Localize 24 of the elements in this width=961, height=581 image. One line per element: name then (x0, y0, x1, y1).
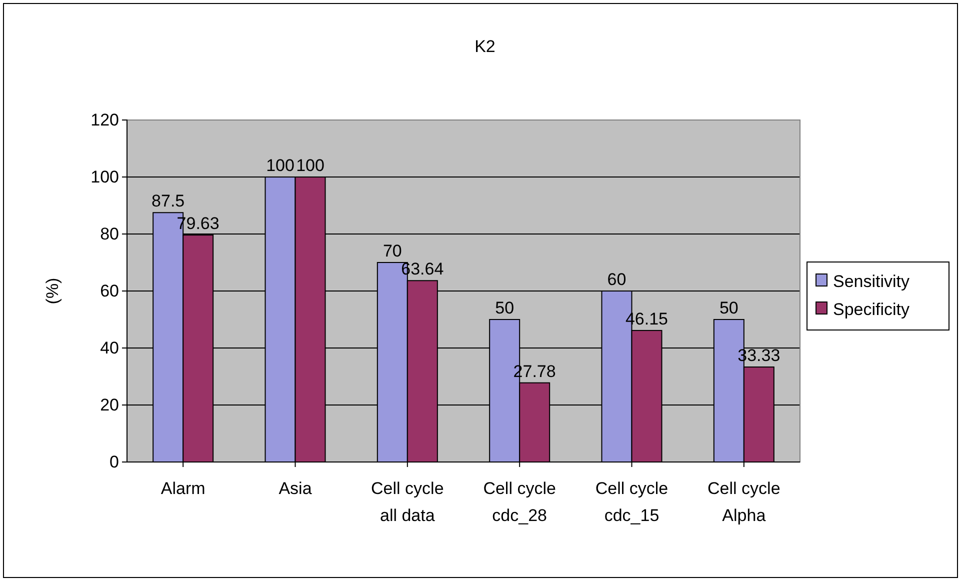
data-label: 70 (382, 242, 402, 260)
legend-label: Specificity (833, 300, 910, 319)
y-tick-label: 0 (110, 452, 119, 472)
x-tick-label: Asia (278, 479, 312, 498)
y-tick-label: 100 (90, 167, 119, 186)
x-tick-label: Alarm (160, 479, 206, 498)
data-label: 60 (607, 270, 626, 289)
data-label: 50 (719, 298, 738, 318)
x-tick-label: Cell cycle cdc_15 (595, 479, 668, 526)
x-tick-label: Cell cycle Alpha (708, 479, 780, 526)
x-tick-label: Cell cycle all data (371, 479, 444, 526)
y-tick-label: 40 (100, 338, 119, 358)
data-label: 50 (495, 298, 514, 318)
y-tick-label: 120 (90, 110, 119, 130)
y-tick-label: 20 (100, 395, 119, 414)
y-tick-label: 60 (100, 281, 119, 300)
x-tick-label: Cell cycle cdc_28 (483, 479, 556, 526)
data-label: 100 (296, 156, 324, 175)
legend-label: Sensitivity (833, 272, 910, 291)
y-tick-label: 80 (100, 224, 119, 244)
y-axis-title: (%) (43, 278, 62, 304)
data-label: 87.5 (152, 192, 185, 211)
data-label: 100 (266, 156, 294, 175)
chart-title: K2 (474, 37, 496, 56)
